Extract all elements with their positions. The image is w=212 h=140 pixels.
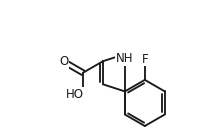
- Text: NH: NH: [116, 52, 134, 65]
- Text: HO: HO: [66, 88, 84, 101]
- Text: F: F: [142, 53, 148, 66]
- Text: O: O: [59, 55, 69, 68]
